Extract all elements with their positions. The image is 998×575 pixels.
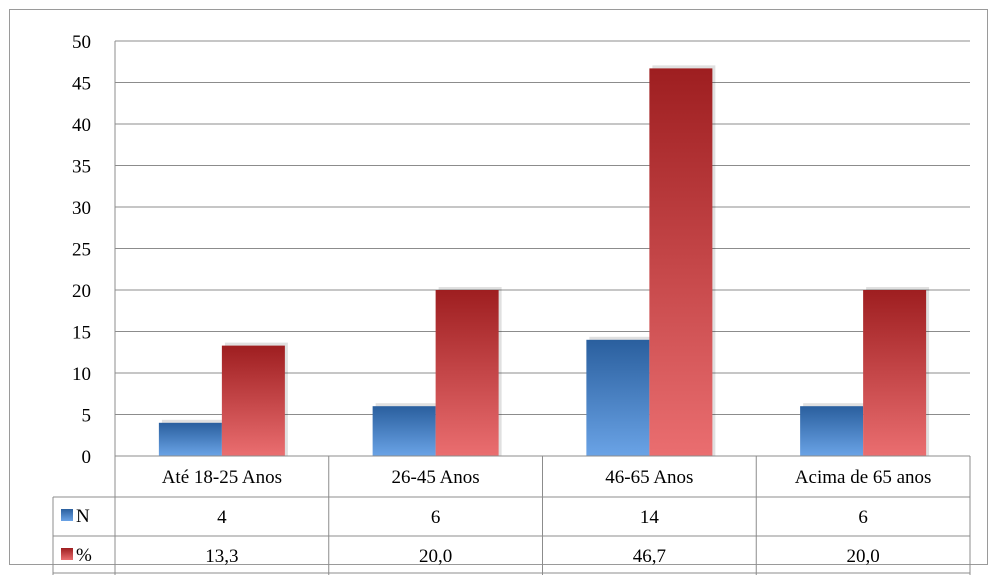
data-label: 20,0 [419,546,452,567]
data-label: 46,7 [633,546,666,567]
data-label: 4 [217,507,227,528]
legend-label: % [76,545,92,566]
bar-percent [649,68,713,456]
y-tick-label: 40 [72,115,91,136]
bar-percent [221,345,285,456]
data-label: 13,3 [205,546,238,567]
data-label: 14 [640,507,660,528]
y-tick-label: 15 [72,323,91,344]
y-tick-label: 35 [72,157,91,178]
bar-n [158,422,222,456]
y-tick-label: 10 [72,364,91,385]
y-tick-label: 20 [72,281,91,302]
y-tick-label: 30 [72,198,91,219]
legend-swatch-percent [61,548,73,560]
category-label: Acima de 65 anos [795,467,932,488]
legend-label: N [76,506,90,527]
bar-percent [863,290,927,456]
bar-n [586,339,650,456]
chart-frame [9,9,988,565]
data-label: 20,0 [847,546,880,567]
category-label: 26-45 Anos [392,467,480,488]
data-label: 6 [858,507,868,528]
y-tick-label: 50 [72,32,91,53]
legend-swatch-n [61,509,73,521]
y-axis-ticks: 0 5 10 15 20 25 30 35 40 45 50 [72,32,91,468]
y-tick-label: 5 [82,406,92,427]
y-tick-label: 45 [72,74,91,95]
category-label: 46-65 Anos [605,467,693,488]
bars [158,65,930,456]
y-tick-label: 25 [72,240,91,261]
bar-n [372,406,436,456]
bar-percent [435,290,499,456]
bar-n [800,406,864,456]
data-table: Até 18-25 Anos 26-45 Anos 46-65 Anos Acima … [52,455,971,575]
category-label: Até 18-25 Anos [162,467,282,488]
data-label: 6 [431,507,441,528]
y-tick-label: 0 [82,447,92,468]
